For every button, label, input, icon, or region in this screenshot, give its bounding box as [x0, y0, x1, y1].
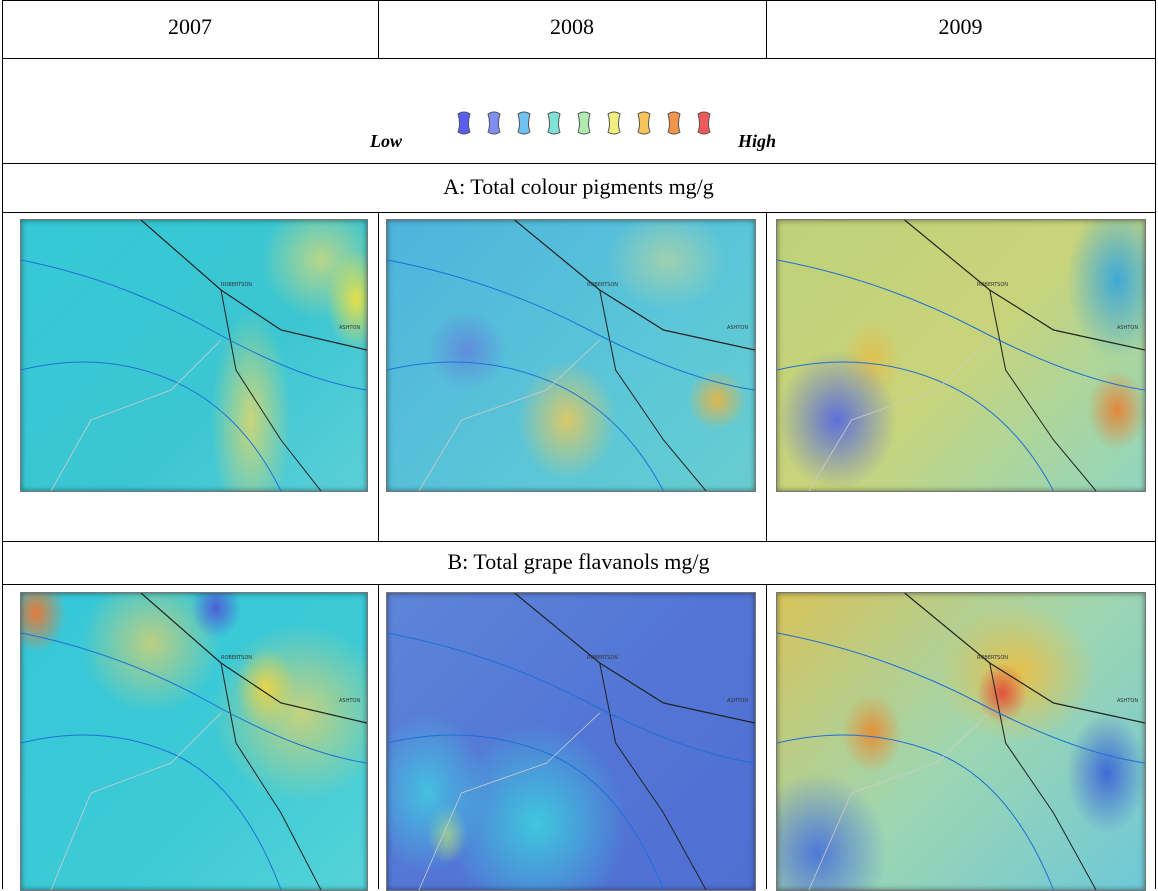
legend-swatch: [488, 112, 500, 134]
map-image: ROBERTSON ASHTON: [776, 592, 1146, 891]
legend-swatch: [608, 112, 620, 134]
border: [2, 541, 1155, 542]
column-header: 2008: [378, 14, 766, 40]
page: 2007 2008 2009 Low High A: Total colour …: [0, 0, 1158, 889]
map-line: [809, 713, 990, 890]
map-line: [600, 290, 706, 491]
map-line: [387, 260, 755, 390]
map-overlay: [387, 593, 755, 890]
border: [766, 212, 767, 541]
border: [2, 58, 1155, 59]
legend-scale: [450, 108, 730, 148]
map-overlay: [387, 220, 755, 491]
border: [2, 163, 1155, 164]
map-line: [387, 735, 664, 890]
legend-swatch: [578, 112, 590, 134]
map-line: [905, 220, 1145, 350]
border: [1155, 0, 1156, 889]
legend-swatch: [518, 112, 530, 134]
map-overlay: [777, 220, 1145, 491]
map-line: [515, 593, 755, 723]
legend-swatch: [668, 112, 680, 134]
column-header: 2009: [766, 14, 1155, 40]
map-line: [141, 220, 367, 350]
map-line: [21, 633, 367, 763]
map-line: [777, 260, 1145, 390]
map-label: ROBERTSON: [221, 655, 252, 661]
map-line: [515, 220, 755, 350]
legend-swatch: [698, 112, 710, 134]
map-line: [419, 340, 600, 491]
map-line: [51, 713, 221, 890]
map-line: [777, 633, 1145, 763]
legend-high: High: [738, 131, 776, 152]
map-label: ASHTON: [727, 325, 748, 331]
map-line: [809, 340, 990, 491]
map-line: [990, 663, 1096, 890]
map-image: ROBERTSON ASHTON: [20, 592, 368, 891]
map-line: [990, 290, 1096, 491]
map-line: [141, 593, 367, 723]
legend-swatch: [548, 112, 560, 134]
border: [2, 0, 3, 889]
map-label: ASHTON: [727, 698, 748, 704]
section-title: B: Total grape flavanols mg/g: [2, 549, 1155, 575]
map-label: ROBERTSON: [221, 282, 252, 288]
section-title: A: Total colour pigments mg/g: [2, 174, 1155, 200]
map-label: ASHTON: [1117, 698, 1138, 704]
map-label: ASHTON: [1117, 325, 1138, 331]
border: [378, 584, 379, 889]
map-image: ROBERTSON ASHTON: [386, 592, 756, 891]
map-line: [221, 290, 321, 491]
border: [2, 0, 1155, 1]
map-line: [21, 735, 281, 890]
map-line: [905, 593, 1145, 723]
map-overlay: [777, 593, 1145, 890]
map-label: ROBERTSON: [977, 655, 1008, 661]
map-image: ROBERTSON ASHTON: [386, 219, 756, 492]
border: [766, 584, 767, 889]
map-line: [387, 633, 755, 763]
map-image: ROBERTSON ASHTON: [776, 219, 1146, 492]
map-line: [777, 362, 1054, 491]
map-line: [600, 663, 706, 890]
legend-swatch: [638, 112, 650, 134]
map-line: [387, 362, 664, 491]
map-label: ROBERTSON: [587, 655, 618, 661]
map-line: [51, 340, 221, 491]
legend-swatch: [458, 112, 470, 134]
border: [2, 212, 1155, 213]
column-header: 2007: [2, 14, 378, 40]
border: [378, 212, 379, 541]
map-label: ASHTON: [339, 325, 360, 331]
map-overlay: [21, 220, 367, 491]
map-label: ROBERTSON: [587, 282, 618, 288]
border: [2, 584, 1155, 585]
map-label: ROBERTSON: [977, 282, 1008, 288]
map-line: [21, 260, 367, 390]
map-image: ROBERTSON ASHTON: [20, 219, 368, 492]
legend-low: Low: [370, 131, 402, 152]
map-label: ASHTON: [339, 698, 360, 704]
map-line: [419, 713, 600, 890]
map-line: [21, 362, 281, 491]
map-line: [777, 735, 1054, 890]
map-overlay: [21, 593, 367, 890]
